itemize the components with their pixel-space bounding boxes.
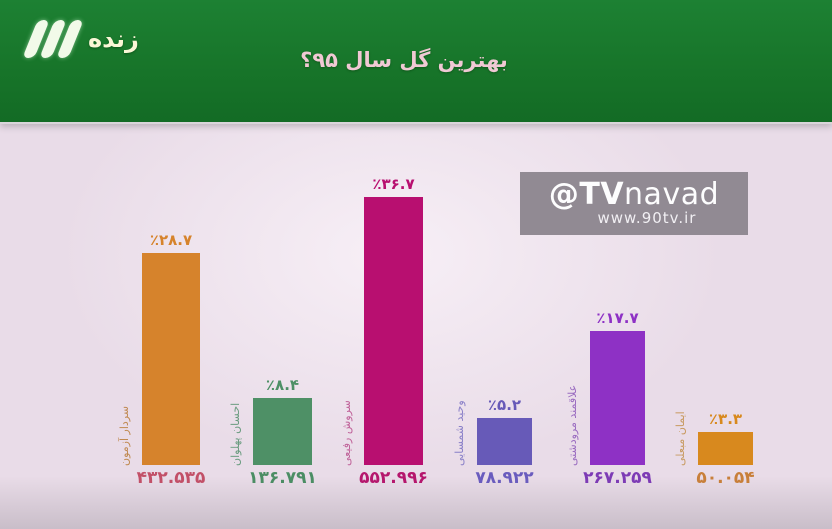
live-label: زنده <box>88 25 139 53</box>
bar-alaghmand-marvdashti <box>590 331 645 465</box>
bar-votes-label: ۵۵۲.۹۹۶ <box>359 468 428 488</box>
bar-sardar-azmoun <box>142 253 200 465</box>
channel-watermark: @TVnavad www.90tv.ir <box>520 172 748 235</box>
header-band: زنده بهترین گل سال ۹۵؟ <box>0 0 832 124</box>
bar-votes-label: ۵۰.۰۵۴ <box>696 468 755 488</box>
watermark-url: www.90tv.ir <box>597 209 697 227</box>
watermark-handle: @TVnavad <box>549 180 719 210</box>
bar-percent-label: ٪۱۷.۷ <box>596 309 639 327</box>
bar-name-label: علاقمند مرودشتی <box>566 384 579 466</box>
bar-name-label: احسان پهلوان <box>229 402 242 466</box>
watermark-handle-rest: navad <box>624 177 720 212</box>
bar-percent-label: ٪۵.۲ <box>487 396 522 414</box>
poll-question-title: بهترین گل سال ۹۵؟ <box>300 48 508 72</box>
bar-ehsan-pahlavan <box>253 398 312 465</box>
bar-name-label: ایمان مبعلی <box>674 411 687 466</box>
bar-vahid-shamsaei <box>477 418 532 465</box>
bar-votes-label: ۱۳۶.۷۹۱ <box>248 468 317 488</box>
watermark-handle-bold: @TV <box>548 177 625 212</box>
bar-name-label: وحید شمسایی <box>453 400 466 466</box>
bar-votes-label: ۴۳۲.۵۳۵ <box>136 468 206 488</box>
bar-percent-label: ٪۸.۴ <box>265 376 300 394</box>
bar-percent-label: ٪۲۸.۷ <box>149 231 193 249</box>
bar-percent-label: ٪۳۶.۷ <box>372 175 415 193</box>
bar-iman-mobali <box>698 432 753 465</box>
live-badge: زنده <box>22 16 139 62</box>
bar-soroush-rafiei <box>364 197 423 465</box>
bar-percent-label: ٪۳.۳ <box>708 410 743 428</box>
bar-votes-label: ۲۶۷.۲۵۹ <box>583 468 652 488</box>
bar-votes-label: ۷۸.۹۲۲ <box>475 468 534 488</box>
bar-name-label: سروش رفیعی <box>340 400 353 466</box>
bar-name-label: سردار آزمون <box>118 405 131 466</box>
